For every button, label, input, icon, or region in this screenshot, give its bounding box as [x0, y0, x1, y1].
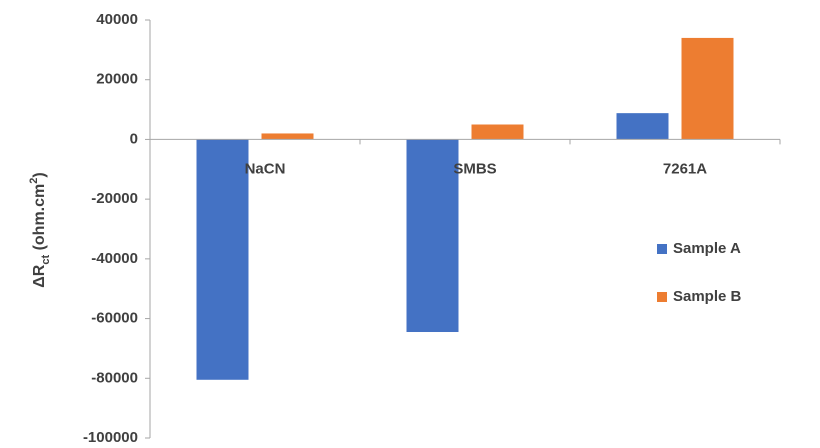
y-tick-label: -20000 [91, 190, 138, 207]
legend-swatch [657, 292, 667, 302]
bar [261, 133, 314, 140]
y-label-sub: ct [40, 255, 52, 265]
bar [406, 139, 459, 333]
y-label-part: ΔR [31, 264, 48, 288]
y-tick-label: -60000 [91, 310, 138, 327]
y-label-sup: 2 [28, 178, 40, 184]
y-tick-label: -100000 [83, 429, 138, 446]
y-tick-label: -40000 [91, 250, 138, 267]
y-tick-label: 0 [130, 130, 138, 147]
legend-swatch [657, 244, 667, 254]
y-tick-label: -80000 [91, 369, 138, 386]
legend-label: Sample A [673, 240, 741, 257]
bar [681, 37, 734, 140]
x-tick-label: 7261A [663, 160, 707, 177]
y-axis-label: ΔRct (ohm.cm2) [28, 172, 52, 287]
y-label-part: (ohm.cm [31, 184, 48, 255]
x-tick-label: SMBS [453, 160, 496, 177]
bar [196, 139, 249, 380]
y-tick-label: 20000 [96, 71, 138, 88]
y-tick-label: 40000 [96, 11, 138, 28]
x-tick-label: NaCN [245, 160, 286, 177]
legend-label: Sample B [673, 288, 742, 305]
bar [616, 113, 669, 140]
bar [471, 124, 524, 140]
y-label-part: ) [31, 172, 48, 177]
